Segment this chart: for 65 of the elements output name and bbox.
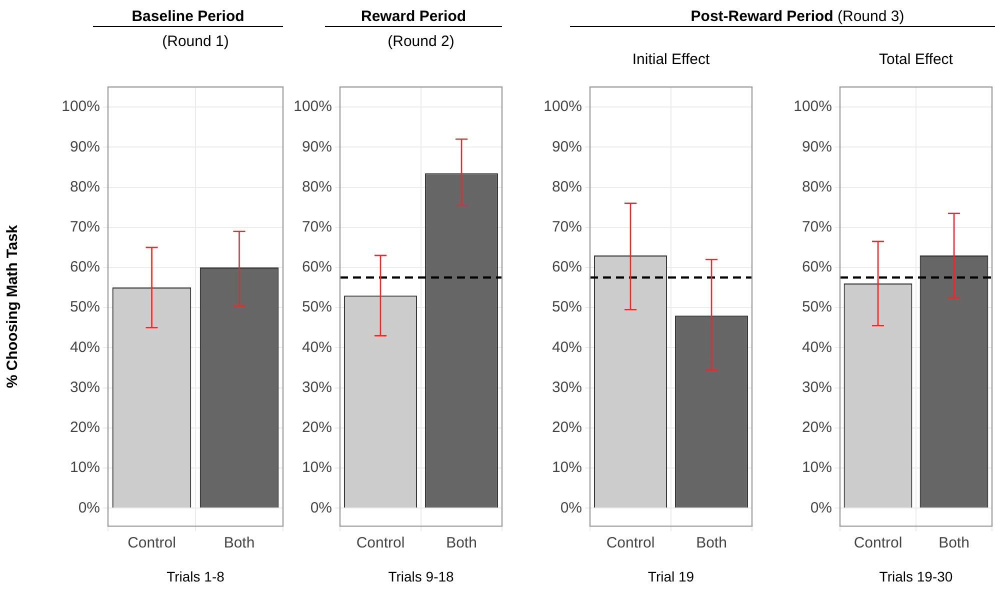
y-tick-label: 0% [310, 499, 332, 516]
text: (Round 3) [836, 8, 904, 25]
y-tick-label: 40% [552, 338, 582, 356]
x-tick-label: Both [938, 534, 970, 552]
y-tick-label: 20% [70, 419, 100, 436]
x-tick-label: Both [696, 534, 727, 552]
y-tick-label: 60% [70, 258, 100, 276]
y-tick-label: 80% [70, 178, 100, 196]
x-tick-label: Control [854, 534, 902, 552]
y-tick-label: 100% [62, 98, 100, 116]
x-tick-label: Control [356, 534, 405, 552]
y-tick-label: 30% [70, 378, 100, 396]
x-axis-title: Trial 19 [648, 568, 694, 584]
chart-title: Baseline Period [132, 8, 244, 25]
y-tick-label: 70% [802, 218, 832, 236]
y-tick-label: 90% [802, 138, 832, 156]
y-tick-label: 0% [78, 499, 100, 516]
y-tick-label: 40% [802, 338, 832, 356]
y-tick-label: 80% [302, 178, 332, 196]
y-tick-label: 50% [302, 298, 332, 316]
x-tick-label: Both [446, 534, 477, 552]
chart-title: Initial Effect [631, 51, 711, 68]
y-tick-label: 0% [560, 499, 582, 516]
y-tick-label: 100% [794, 98, 832, 116]
y-tick-label: 50% [552, 298, 582, 316]
y-tick-label: 10% [552, 459, 582, 476]
y-tick-label: 10% [802, 459, 832, 476]
x-tick-label: Control [606, 534, 655, 552]
y-tick-label: 50% [70, 298, 100, 316]
y-tick-label: 50% [802, 298, 832, 316]
y-tick-label: 0% [810, 499, 832, 516]
y-tick-label: 30% [802, 378, 832, 396]
y-tick-label: 90% [70, 138, 100, 156]
y-tick-label: 20% [802, 419, 832, 436]
y-tick-label: 20% [552, 419, 582, 436]
y-tick-label: 30% [552, 378, 582, 396]
y-tick-label: 60% [802, 258, 832, 276]
x-axis-title: Trials 9-18 [388, 568, 454, 584]
y-tick-label: 90% [302, 138, 332, 156]
chart-subtitle: (Round 2) [386, 33, 456, 50]
chart-title: Reward Period [360, 8, 466, 25]
x-tick-label: Control [128, 534, 176, 552]
y-tick-label: 70% [70, 218, 100, 236]
y-tick-label: 10% [70, 459, 100, 476]
y-tick-label: 10% [302, 459, 332, 476]
y-tick-label: 60% [552, 258, 582, 276]
y-tick-label: 100% [294, 98, 332, 116]
y-tick-label: 20% [302, 419, 332, 436]
y-tick-label: 40% [302, 338, 332, 356]
y-tick-label: 70% [552, 218, 582, 236]
y-tick-label: 70% [302, 218, 332, 236]
y-tick-label: 40% [70, 338, 100, 356]
y-tick-label: 100% [544, 98, 582, 116]
chart-subtitle: (Round 1) [161, 33, 230, 50]
y-tick-label: 80% [552, 178, 582, 196]
y-tick-label: 60% [302, 258, 332, 276]
chart-title: Total Effect [878, 51, 954, 68]
x-axis-title: Trials 19-30 [879, 568, 953, 584]
text: Post-Reward Period [690, 8, 834, 25]
y-tick-label: 30% [302, 378, 332, 396]
y-tick-label: 90% [552, 138, 582, 156]
y-axis-title: % Choosing Math Task [4, 224, 22, 388]
y-tick-label: 80% [802, 178, 832, 196]
x-tick-label: Both [224, 534, 255, 552]
x-axis-title: Trials 1-8 [166, 568, 225, 584]
